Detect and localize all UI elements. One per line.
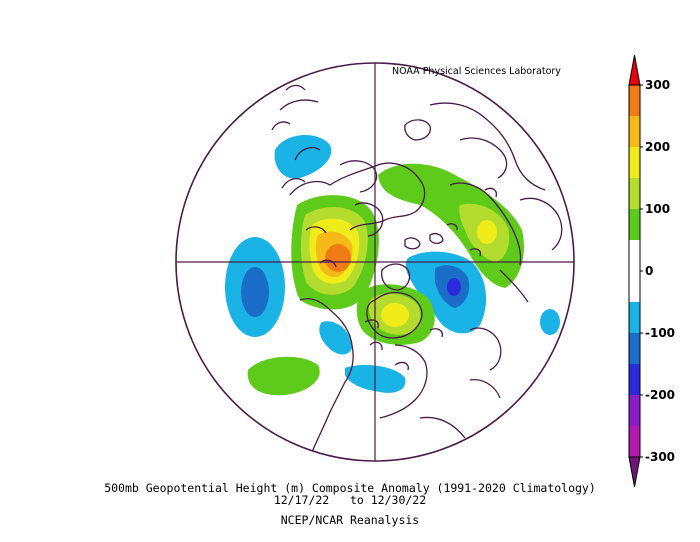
colorbar-tick-label: 200 <box>645 140 670 154</box>
caption-title: 500mb Geopotential Height (m) Composite … <box>104 481 596 495</box>
europe-negative-anomaly <box>540 309 560 335</box>
lower-pacific-positive-anomaly <box>247 356 320 396</box>
colorbar-tick-label: 300 <box>645 78 670 92</box>
graticule <box>176 63 574 461</box>
colorbar-segment <box>629 271 640 302</box>
colorbar-segment <box>629 147 640 178</box>
caption-source: NCEP/NCAR Reanalysis <box>280 513 420 527</box>
colorbar-tick-label: -300 <box>645 450 675 464</box>
anomaly-field <box>225 134 560 396</box>
colorbar-segment <box>629 116 640 147</box>
north-america-negative-anomaly <box>319 321 406 393</box>
colorbar-segment <box>629 426 640 457</box>
colorbar-tick-label: -200 <box>645 388 675 402</box>
hemisphere-boundary <box>175 62 575 462</box>
colorbar-segment <box>629 333 640 364</box>
colorbar-segment <box>629 178 640 209</box>
colorbar-tick-label: 100 <box>645 202 670 216</box>
colorbar-segment <box>629 302 640 333</box>
colorbar-segment <box>629 240 640 271</box>
colorbar-segment <box>629 364 640 395</box>
caption-dates: 12/17/22 to 12/30/22 <box>273 493 427 507</box>
colorbar-tick-label: 0 <box>645 264 653 278</box>
colorbar-segment <box>629 395 640 426</box>
asia-negative-anomaly <box>405 251 487 334</box>
colorbar-tick-label: -100 <box>645 326 675 340</box>
colorbar-segment <box>629 209 640 240</box>
colorbar-top-arrow <box>628 54 641 86</box>
colorbar: 300 200 100 0 -100 -200 -300 <box>628 54 675 488</box>
credit-label: NOAA Physical Sciences Laboratory <box>392 66 561 77</box>
north-negative-anomaly <box>274 134 332 179</box>
colorbar-segment <box>629 85 640 116</box>
pacific-negative-anomaly <box>225 237 285 337</box>
